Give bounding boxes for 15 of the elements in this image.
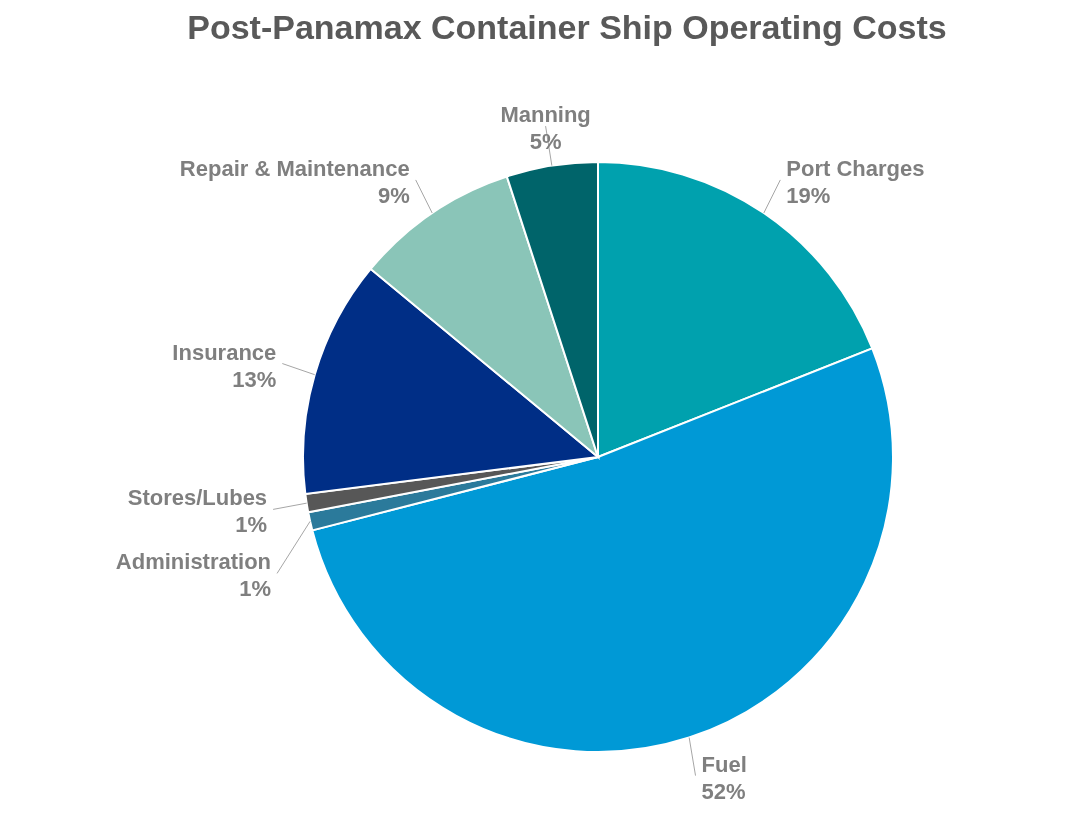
slice-label: Fuel — [701, 751, 747, 777]
data-label: 9% — [377, 182, 410, 208]
slice-label: Manning — [500, 102, 591, 128]
slice-label: Repair & Maintenance — [179, 155, 410, 181]
slice-label: Stores/Lubes — [127, 485, 268, 511]
data-label: 52% — [701, 778, 746, 804]
data-label: 19% — [786, 182, 831, 208]
slice-label: Insurance — [172, 339, 277, 365]
data-label: 1% — [235, 512, 268, 538]
slice-label: Port Charges — [786, 155, 925, 181]
data-label: 5% — [529, 129, 562, 155]
data-label: 13% — [232, 366, 277, 392]
slice-label: Administration — [115, 549, 272, 575]
chart-title: Post-Panamax Container Ship Operating Costs — [186, 8, 948, 47]
data-label: 1% — [239, 576, 272, 602]
